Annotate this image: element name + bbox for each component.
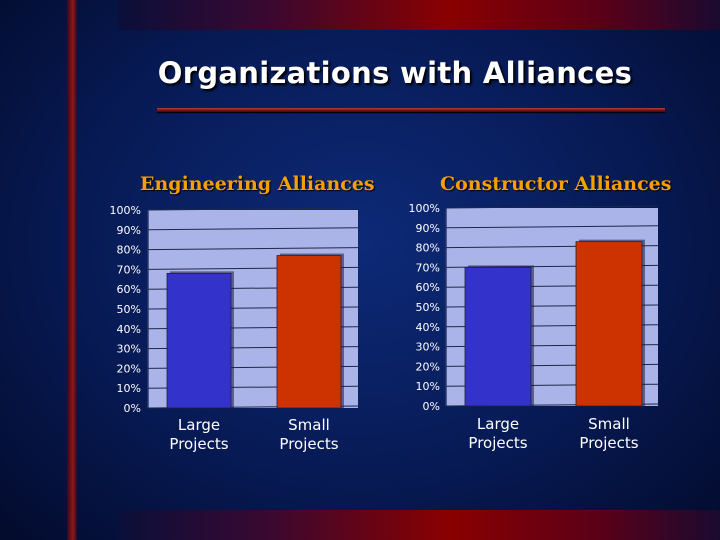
y-tick-label: 90%: [117, 224, 141, 237]
chart-title-constructor: Constructor Alliances: [440, 173, 672, 195]
y-tick-label: 50%: [416, 301, 440, 314]
y-tick-label: 0%: [124, 402, 141, 415]
y-tick-label: 20%: [416, 360, 440, 373]
y-tick-label: 80%: [117, 244, 141, 257]
y-tick-label: 10%: [117, 382, 141, 395]
gridline: [147, 247, 359, 251]
gridline: [147, 207, 359, 211]
y-tick-label: 70%: [416, 261, 440, 274]
y-tick-label: 30%: [416, 341, 440, 354]
gridline: [147, 227, 359, 231]
left-decor-line: [67, 0, 77, 540]
y-tick-label: 80%: [416, 242, 440, 255]
x-category-label: Projects: [579, 434, 638, 452]
y-tick-label: 50%: [117, 303, 141, 316]
y-tick-label: 70%: [117, 263, 141, 276]
y-tick-label: 20%: [117, 362, 141, 375]
bar-large-projects: [464, 266, 532, 407]
x-category-label: Projects: [468, 434, 527, 452]
x-category-label: Small: [288, 416, 330, 434]
chart-title-engineering: Engineering Alliances: [140, 173, 375, 195]
y-tick-label: 40%: [117, 323, 141, 336]
title-underline: [157, 108, 665, 112]
bar-small-projects: [575, 241, 643, 407]
y-tick-label: 40%: [416, 321, 440, 334]
y-tick-label: 0%: [423, 400, 440, 413]
y-tick-label: 60%: [117, 283, 141, 296]
bar-small-projects: [276, 255, 342, 409]
x-category-label: Small: [588, 415, 630, 433]
y-tick-label: 90%: [416, 222, 440, 235]
slide-title: Organizations with Alliances: [157, 56, 633, 90]
x-category-label: Large: [477, 415, 519, 433]
x-category-label: Large: [178, 416, 220, 434]
bar-large-projects: [166, 272, 232, 409]
top-decor-bar: [118, 0, 720, 30]
gridline: [445, 205, 659, 209]
y-tick-label: 60%: [416, 281, 440, 294]
y-tick-label: 10%: [416, 380, 440, 393]
gridline: [445, 225, 659, 229]
y-tick-label: 100%: [110, 204, 141, 217]
y-tick-label: 100%: [409, 202, 440, 215]
y-tick-label: 30%: [117, 343, 141, 356]
x-category-label: Projects: [169, 435, 228, 453]
x-category-label: Projects: [279, 435, 338, 453]
bottom-decor-bar: [118, 510, 720, 540]
